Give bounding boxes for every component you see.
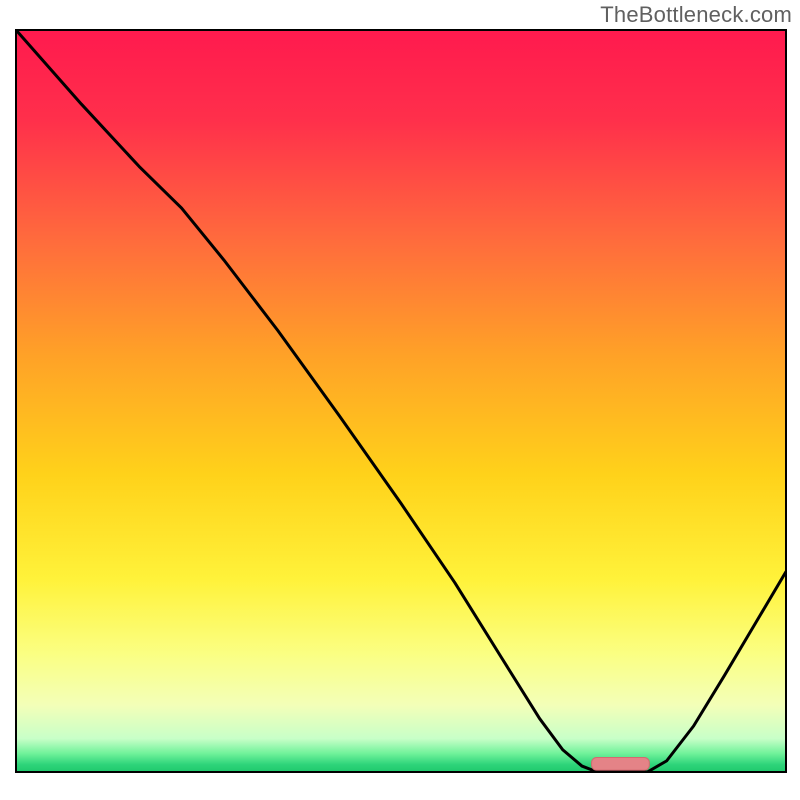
chart-container: TheBottleneck.com	[0, 0, 800, 800]
gradient-background	[16, 30, 786, 772]
plot-area	[16, 30, 786, 772]
watermark-text: TheBottleneck.com	[600, 2, 792, 28]
optimal-marker	[592, 758, 650, 771]
bottleneck-chart	[0, 0, 800, 800]
